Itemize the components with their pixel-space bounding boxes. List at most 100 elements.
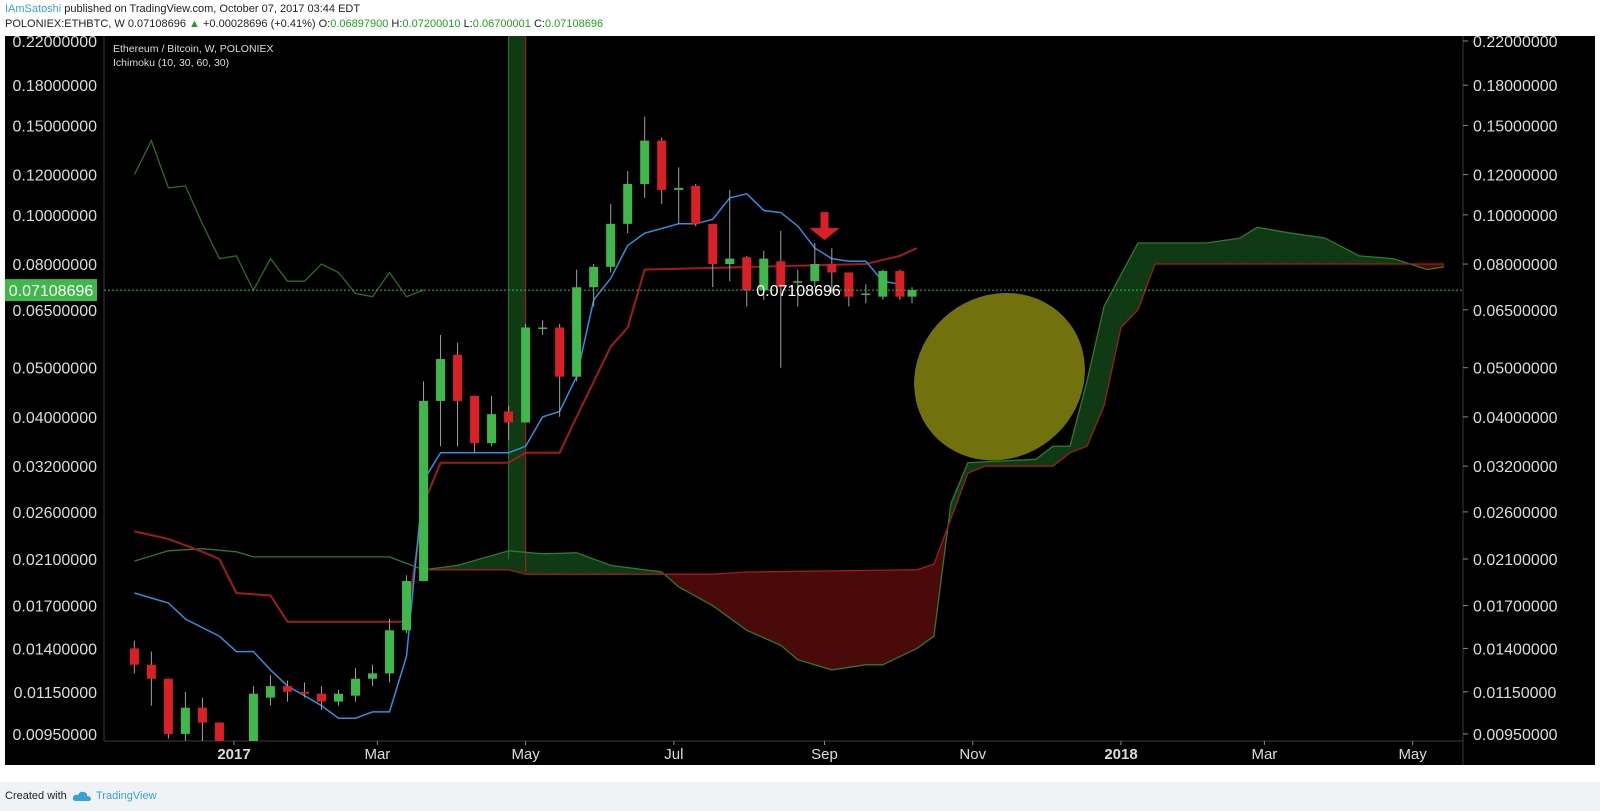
cloud-segment bbox=[1242, 234, 1246, 265]
cloud-segment bbox=[814, 570, 818, 666]
cloud-segment bbox=[544, 553, 548, 575]
cloud-segment bbox=[1198, 242, 1202, 265]
y-tick-right: 0.05000000 bbox=[1473, 361, 1558, 378]
cloud-segment bbox=[1215, 240, 1219, 265]
cloud-segment bbox=[1358, 255, 1362, 265]
cloud-segment bbox=[780, 571, 784, 648]
cloud-segment bbox=[1293, 233, 1297, 265]
cloud-segment bbox=[875, 569, 879, 666]
cloud-segment bbox=[892, 569, 896, 661]
cloud-segment bbox=[1341, 246, 1345, 265]
cloud-segment bbox=[1285, 232, 1289, 265]
cloud-segment bbox=[1281, 231, 1285, 265]
cloud-segment bbox=[719, 573, 723, 614]
cloud-segment bbox=[751, 571, 755, 634]
cloud-segment bbox=[530, 552, 534, 575]
cloud-segment bbox=[1334, 242, 1338, 265]
cloud-segment bbox=[1324, 237, 1328, 265]
cloud-segment bbox=[850, 570, 855, 668]
candle-up bbox=[606, 223, 616, 267]
price-chart[interactable]: 0.22000000 0.22000000 0.18000000 0.18000000… bbox=[0, 36, 1600, 782]
cloud-segment bbox=[741, 571, 745, 630]
cloud-segment bbox=[1278, 230, 1282, 265]
tradingview-link[interactable]: TradingView bbox=[96, 790, 157, 802]
cloud-segment bbox=[705, 573, 709, 604]
cloud-segment bbox=[1008, 460, 1012, 467]
cloud-segment bbox=[474, 559, 478, 571]
cloud-segment bbox=[1273, 229, 1277, 265]
cloud-segment bbox=[1310, 235, 1314, 265]
low-label: L: bbox=[463, 18, 473, 30]
cloud-segment bbox=[1166, 242, 1170, 265]
cloud-segment bbox=[709, 573, 714, 607]
cloud-segment bbox=[770, 571, 774, 643]
cloud-segment bbox=[1295, 233, 1299, 265]
author-link[interactable]: IAmSatoshi bbox=[5, 3, 62, 15]
tradingview-cloud-icon[interactable] bbox=[72, 790, 92, 802]
chart-title: Ethereum / Bitcoin, W, POLONIEX bbox=[113, 43, 273, 55]
y-tick-right: 0.01700000 bbox=[1473, 599, 1558, 616]
cloud-segment bbox=[860, 570, 864, 666]
cloud-segment bbox=[554, 553, 558, 575]
cloud-segment bbox=[734, 572, 738, 624]
symbol-info: POLONIEX:ETHBTC, W 0.07108696 ▲ +0.00028… bbox=[5, 18, 603, 30]
cloud-segment bbox=[1225, 239, 1229, 265]
cloud-segment bbox=[692, 573, 697, 597]
cloud-segment bbox=[1390, 258, 1394, 265]
cloud-segment bbox=[1171, 242, 1175, 265]
cloud-segment bbox=[1169, 242, 1173, 265]
cloud-segment bbox=[909, 569, 913, 653]
candle-down bbox=[197, 707, 207, 723]
cloud-segment bbox=[880, 569, 884, 666]
cloud-segment bbox=[739, 571, 743, 628]
cloud-segment bbox=[1329, 240, 1333, 265]
y-tick-right: 0.02100000 bbox=[1473, 552, 1558, 569]
cloud-segment bbox=[1188, 242, 1192, 265]
cloud-segment bbox=[870, 569, 874, 666]
candle-up bbox=[674, 187, 684, 190]
cloud-segment bbox=[1176, 242, 1180, 265]
cloud-segment bbox=[858, 570, 862, 667]
cloud-segment bbox=[615, 565, 619, 575]
cloud-segment bbox=[967, 462, 971, 474]
cloud-segment bbox=[1256, 226, 1260, 265]
candle-up bbox=[351, 678, 361, 696]
cloud-segment bbox=[785, 571, 789, 653]
cloud-segment bbox=[1271, 229, 1275, 265]
cloud-segment bbox=[1244, 232, 1248, 265]
cloud-segment bbox=[1239, 235, 1243, 265]
candle-down bbox=[895, 271, 905, 297]
cloud-segment bbox=[802, 570, 806, 663]
cloud-segment bbox=[481, 557, 485, 571]
cloud-segment bbox=[863, 570, 867, 666]
cloud-segment bbox=[1322, 237, 1326, 265]
cloud-segment bbox=[542, 553, 546, 575]
y-tick-left: 0.03200000 bbox=[12, 459, 97, 476]
cloud-segment bbox=[607, 564, 612, 575]
cloud-segment bbox=[1375, 256, 1379, 265]
cloud-segment bbox=[853, 570, 857, 667]
cloud-segment bbox=[479, 558, 483, 571]
cloud-segment bbox=[1371, 256, 1374, 265]
cloud-segment bbox=[547, 553, 551, 575]
cloud-segment bbox=[838, 570, 842, 670]
x-tick-label: Sep bbox=[811, 746, 838, 763]
y-tick-left: 0.00950000 bbox=[12, 727, 97, 744]
low-value: 0.06700001 bbox=[472, 18, 531, 30]
publish-info: IAmSatoshi published on TradingView.com,… bbox=[5, 3, 360, 15]
cloud-segment bbox=[899, 569, 903, 658]
cloud-segment bbox=[724, 572, 728, 617]
cloud-segment bbox=[491, 554, 495, 571]
cloud-segment bbox=[887, 569, 891, 663]
cloud-segment bbox=[753, 571, 757, 636]
y-tick-right: 0.04000000 bbox=[1473, 410, 1558, 427]
lagging-span-line bbox=[133, 138, 424, 298]
candle-up bbox=[487, 414, 497, 444]
candle-down bbox=[555, 327, 565, 377]
candle-up bbox=[793, 281, 803, 283]
cloud-segment bbox=[527, 552, 531, 575]
y-tick-right: 0.06500000 bbox=[1473, 303, 1558, 320]
y-tick-right: 0.12000000 bbox=[1473, 168, 1558, 185]
cloud-segment bbox=[792, 570, 796, 659]
last-price-label: 0.07108696 bbox=[9, 283, 94, 300]
